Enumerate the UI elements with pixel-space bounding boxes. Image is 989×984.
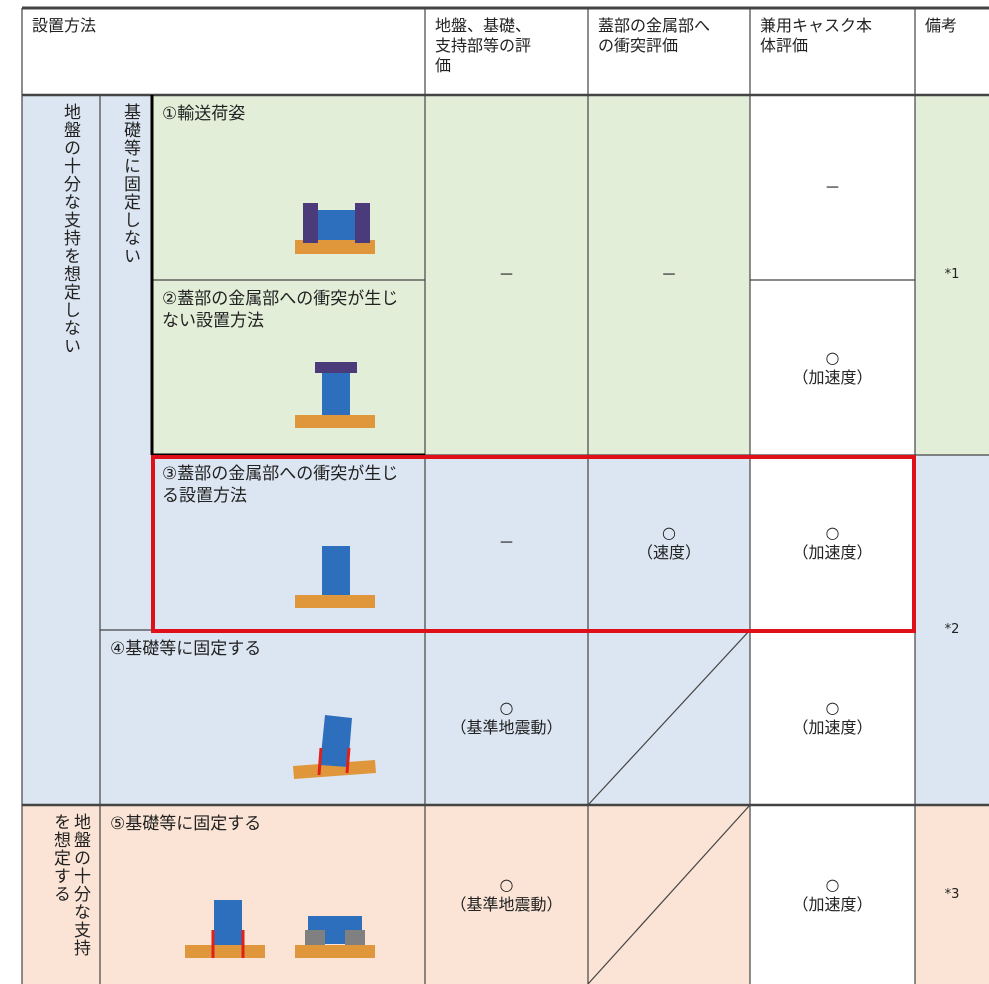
lid-mark: ○: [662, 522, 676, 542]
cask-note: （加速度）: [792, 542, 873, 562]
group-cell: 基礎等に固定しない: [100, 95, 152, 630]
header-cell: 設置方法: [22, 8, 425, 95]
header-text: 地盤、基礎、支持部等の評価: [435, 16, 532, 75]
method-text: ②蓋部の金属部への衝突が生じない設置方法: [162, 289, 399, 331]
header-text: 備考: [925, 16, 958, 35]
group-label: 地盤の十分な支持を想定しない: [60, 103, 80, 355]
cask-text: －: [824, 177, 841, 197]
header-text: 設置方法: [32, 16, 97, 35]
cask-note: （加速度）: [792, 367, 873, 387]
ground-mark: ○: [499, 697, 514, 717]
method-text: ④基礎等に固定する: [110, 639, 262, 659]
ground-text: －: [498, 265, 515, 284]
group-label: 地盤の十分な支持を想定する: [50, 813, 90, 957]
group-label: 基礎等に固定しない: [120, 103, 140, 265]
ground-text: －: [498, 532, 515, 552]
method-cell: ④基礎等に固定する: [100, 630, 425, 805]
header-cell: 蓋部の金属部への衝突評価: [588, 8, 750, 95]
ground-cell: ○ （基準地震動）: [425, 630, 588, 805]
remarks-cell: *3: [915, 805, 989, 984]
cask-note: （加速度）: [792, 717, 873, 737]
remarks-text: *3: [944, 886, 960, 902]
cask-cell: －: [750, 95, 915, 280]
method-text: ①輸送荷姿: [162, 104, 246, 124]
header-text: 蓋部の金属部への衝突評価: [598, 16, 711, 55]
remarks-text: *2: [944, 622, 960, 637]
lid-cell: [588, 805, 750, 984]
cask-mark: ○: [825, 697, 840, 717]
cask-cell: ○ （加速度）: [750, 455, 915, 630]
remarks-text: *1: [944, 267, 960, 282]
lid-cell: [588, 630, 750, 805]
ground-cell: ○ （基準地震動）: [425, 805, 588, 984]
header-cell: 地盤、基礎、支持部等の評価: [425, 8, 588, 95]
cask-cell: ○ （加速度）: [750, 280, 915, 455]
cask-cell: ○ （加速度）: [750, 630, 915, 805]
cask-mark: ○: [825, 522, 840, 542]
group-cell: 地盤の十分な支持を想定しない: [22, 95, 100, 805]
method-cell: ①輸送荷姿: [152, 95, 425, 280]
ground-mark: ○: [499, 874, 514, 894]
header-cell: 備考: [915, 8, 989, 95]
cask-mark: ○: [825, 347, 840, 367]
lid-cell: －: [588, 95, 750, 455]
method-cell: ③蓋部の金属部への衝突が生じる設置方法: [152, 455, 425, 630]
ground-cell: －: [425, 455, 588, 630]
cask-note: （加速度）: [792, 894, 873, 914]
method-cell: ②蓋部の金属部への衝突が生じない設置方法: [152, 280, 425, 455]
method-text: ⑤基礎等に固定する: [110, 814, 262, 834]
remarks-cell: *2: [915, 455, 989, 805]
cask-mark: ○: [825, 874, 840, 894]
method-cell: ⑤基礎等に固定する: [100, 805, 425, 984]
lid-text: －: [660, 265, 677, 284]
ground-note: （基準地震動）: [450, 894, 563, 914]
ground-cell: －: [425, 95, 588, 455]
remarks-cell: *1: [915, 95, 989, 455]
method-text: ③蓋部の金属部への衝突が生じる設置方法: [162, 464, 399, 506]
lid-note: （速度）: [636, 542, 701, 562]
header-cell: 兼用キャスク本体評価: [750, 8, 915, 95]
ground-note: （基準地震動）: [450, 717, 563, 737]
group-cell: 地盤の十分な支持を想定する: [22, 805, 100, 984]
lid-cell: ○ （速度）: [588, 455, 750, 630]
header-text: 兼用キャスク本体評価: [760, 16, 873, 55]
cask-cell: ○ （加速度）: [750, 805, 915, 984]
